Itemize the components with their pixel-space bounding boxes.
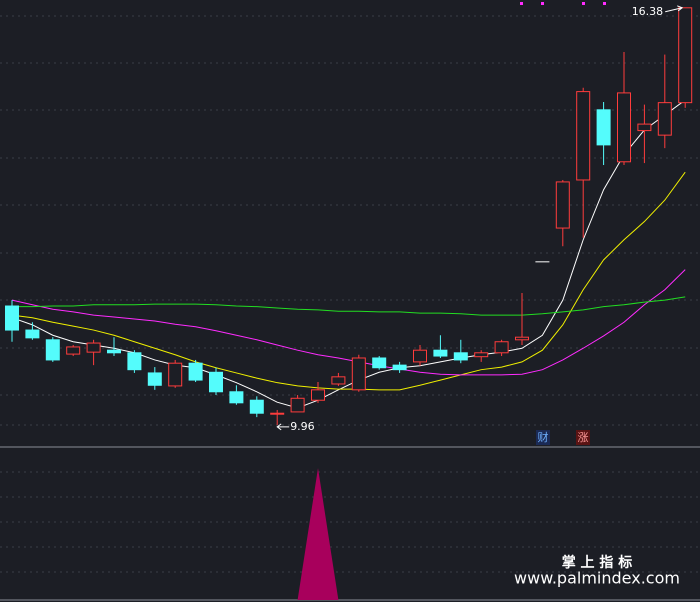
top-dots: [520, 2, 606, 5]
moving-average-line: [11, 269, 686, 376]
candle-body: [678, 7, 693, 104]
candle-body: [372, 357, 387, 369]
candle-body: [270, 412, 285, 415]
annotation-arrow: [665, 5, 684, 13]
badge-background: [536, 430, 550, 445]
candle-body: [617, 92, 631, 163]
candle-body: [657, 102, 672, 136]
annotation-label: 9.96: [290, 420, 315, 433]
moving-average-line: [11, 99, 686, 409]
candle-body: [413, 349, 427, 363]
watermark-url: www.palmindex.com: [514, 569, 680, 588]
candle-body: [249, 399, 264, 414]
candle-body: [147, 372, 162, 386]
candle-body: [66, 346, 81, 355]
candle-body: [596, 109, 611, 146]
candle-body: [127, 352, 142, 371]
badge: 涨: [578, 431, 589, 444]
candle-body: [555, 181, 570, 229]
candle-body: [453, 352, 468, 361]
candle-body: [637, 123, 652, 132]
candle-body: [392, 364, 407, 371]
annotation-arrow: [276, 423, 290, 431]
candle-body: [25, 329, 40, 339]
candle-body: [433, 349, 448, 357]
candle-body: [5, 305, 19, 331]
moving-average-line: [11, 171, 686, 391]
candle-body: [331, 376, 346, 385]
candle-body: [515, 336, 529, 341]
candle-body: [351, 357, 366, 391]
candle-body: [229, 391, 244, 404]
annotation-label: 16.38: [632, 5, 664, 18]
candle-body: [311, 389, 325, 401]
moving-average-line: [12, 296, 686, 316]
candle-body: [86, 342, 101, 353]
candle-body: [209, 371, 223, 393]
candle-body: [188, 362, 203, 381]
candle-body: [107, 349, 121, 354]
candle-body: [474, 352, 489, 358]
candle-body: [290, 397, 305, 413]
candle-body: [576, 91, 591, 181]
badge: 财: [538, 430, 549, 444]
badge-background: [576, 430, 590, 445]
candle-body: [168, 362, 183, 387]
watermark-title: 掌 上 指 标: [562, 554, 633, 571]
candle-body: [45, 339, 60, 361]
candle-body: [494, 341, 509, 354]
